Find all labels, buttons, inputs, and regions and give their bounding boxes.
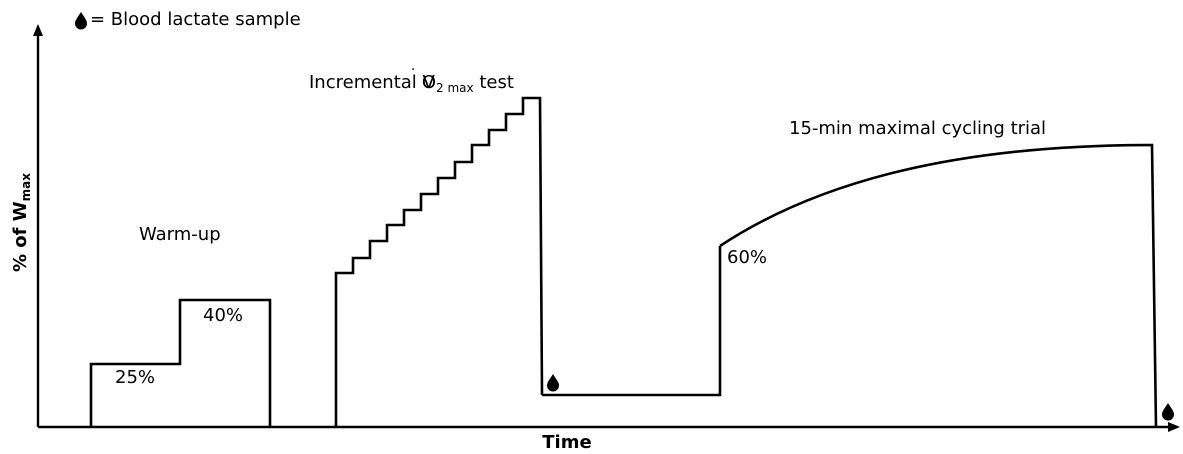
maximal-trial-profile bbox=[719, 143, 1158, 428]
trial-start-label: 60% bbox=[727, 247, 767, 268]
blood-drop-icon bbox=[1162, 403, 1174, 421]
incremental-test-profile bbox=[334, 96, 544, 427]
x-axis-label: Time bbox=[542, 432, 591, 453]
blood-drop-icon bbox=[547, 374, 559, 392]
legend-blood-drop-icon bbox=[75, 12, 87, 30]
y-axis-label: % of Wmax bbox=[10, 173, 33, 272]
warmup-stage1-label: 25% bbox=[115, 367, 155, 388]
x-axis bbox=[38, 422, 1180, 432]
y-axis bbox=[33, 24, 43, 427]
recovery-profile bbox=[542, 246, 722, 397]
warmup-stage2-label: 40% bbox=[203, 305, 243, 326]
legend-text: = Blood lactate sample bbox=[90, 9, 301, 30]
incremental-test-title: Incremental V̇O2 max test bbox=[309, 68, 514, 95]
warmup-title: Warm-up bbox=[139, 224, 221, 245]
trial-title: 15-min maximal cycling trial bbox=[789, 118, 1046, 139]
warmup-profile bbox=[89, 298, 272, 427]
